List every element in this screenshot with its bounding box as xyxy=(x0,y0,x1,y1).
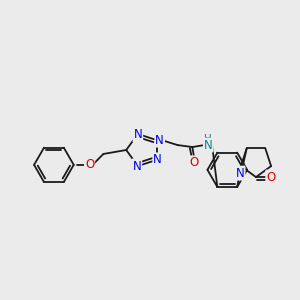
Text: N: N xyxy=(133,160,141,172)
Text: N: N xyxy=(134,128,142,142)
Text: N: N xyxy=(153,153,162,167)
Text: O: O xyxy=(266,171,275,184)
Text: H: H xyxy=(204,134,212,144)
Text: N: N xyxy=(155,134,164,147)
Text: O: O xyxy=(85,158,94,171)
Text: O: O xyxy=(190,156,199,170)
Text: N: N xyxy=(204,139,213,152)
Text: N: N xyxy=(236,167,244,180)
